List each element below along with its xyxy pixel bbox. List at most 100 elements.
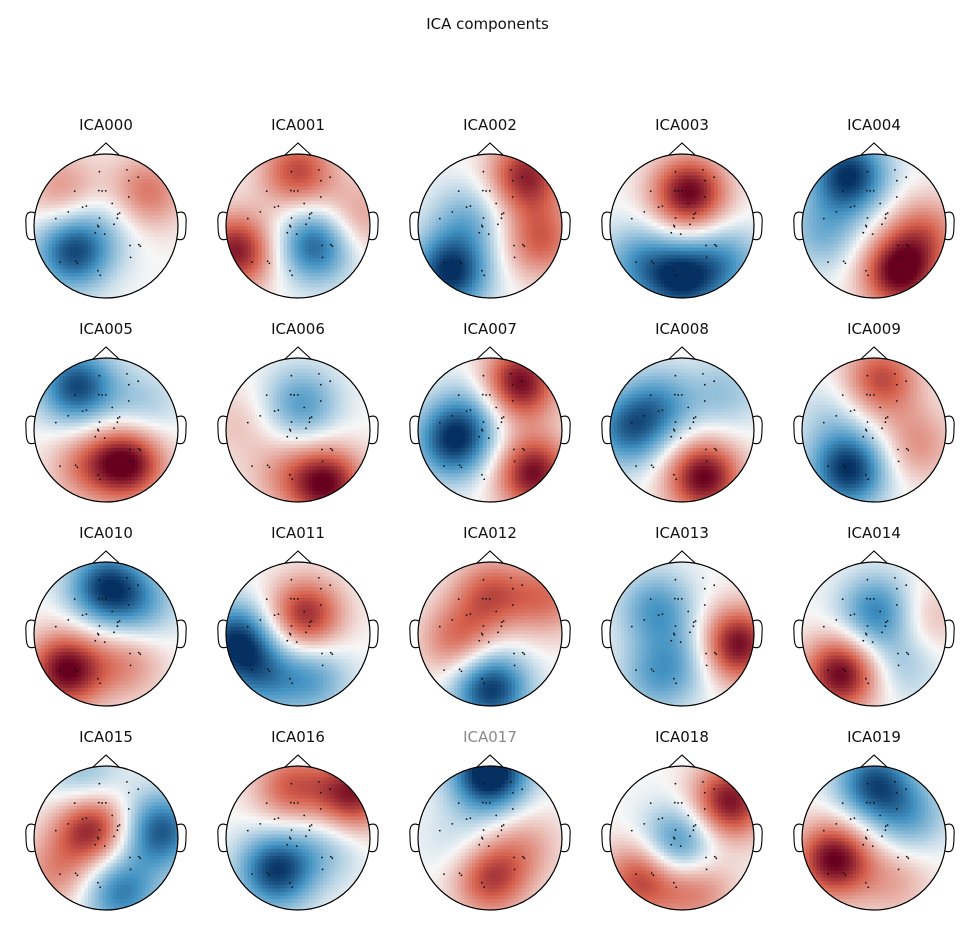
activation-field xyxy=(802,358,946,502)
component-title: ICA007 xyxy=(394,320,586,338)
topomap-ica019[interactable]: ICA019 xyxy=(778,728,970,932)
right-ear xyxy=(176,415,187,445)
sensor-dots xyxy=(822,781,910,889)
head-outline xyxy=(801,561,947,707)
scalp-map xyxy=(217,550,379,707)
sensor-dots xyxy=(438,373,526,481)
right-ear xyxy=(752,619,763,649)
component-title: ICA018 xyxy=(586,728,778,746)
topomap-ica003[interactable]: ICA003 xyxy=(586,116,778,320)
topomap-ica018[interactable]: ICA018 xyxy=(586,728,778,932)
topomap-ica009[interactable]: ICA009 xyxy=(778,320,970,524)
head-outline xyxy=(417,153,563,299)
component-title: ICA010 xyxy=(10,524,202,542)
nose xyxy=(92,754,120,768)
right-ear xyxy=(752,211,763,241)
component-title: ICA003 xyxy=(586,116,778,134)
nose xyxy=(92,346,120,360)
nose xyxy=(668,142,696,156)
sensor-dots xyxy=(630,169,718,277)
head-outline xyxy=(33,561,179,707)
left-ear xyxy=(409,619,420,649)
scalp-map xyxy=(793,346,955,503)
topomap-ica008[interactable]: ICA008 xyxy=(586,320,778,524)
topomap-ica015[interactable]: ICA015 xyxy=(10,728,202,932)
component-title: ICA005 xyxy=(10,320,202,338)
topomap-ica002[interactable]: ICA002 xyxy=(394,116,586,320)
component-title: ICA019 xyxy=(778,728,970,746)
head-outline xyxy=(33,357,179,503)
head-outline xyxy=(417,561,563,707)
sensor-dots xyxy=(822,373,910,481)
sensor-dots xyxy=(54,169,142,277)
topomap-ica011[interactable]: ICA011 xyxy=(202,524,394,728)
sensor-dots xyxy=(438,169,526,277)
head-outline xyxy=(33,765,179,911)
nose xyxy=(92,550,120,564)
topomap-ica001[interactable]: ICA001 xyxy=(202,116,394,320)
scalp-map xyxy=(217,142,379,299)
nose xyxy=(476,346,504,360)
sensor-dots xyxy=(438,577,526,685)
left-ear xyxy=(217,211,228,241)
head-outline xyxy=(801,357,947,503)
left-ear xyxy=(217,823,228,853)
topomap-ica004[interactable]: ICA004 xyxy=(778,116,970,320)
scalp-map xyxy=(409,346,571,503)
sensor-dots xyxy=(246,373,334,481)
topomap-ica017[interactable]: ICA017 xyxy=(394,728,586,932)
topomap-ica016[interactable]: ICA016 xyxy=(202,728,394,932)
right-ear xyxy=(944,415,955,445)
sensor-dots xyxy=(630,373,718,481)
right-ear xyxy=(368,619,379,649)
right-ear xyxy=(944,823,955,853)
topomap-ica013[interactable]: ICA013 xyxy=(586,524,778,728)
scalp-map xyxy=(601,346,763,503)
sensor-dots xyxy=(246,169,334,277)
topomap-ica012[interactable]: ICA012 xyxy=(394,524,586,728)
sensor-dots xyxy=(246,781,334,889)
scalp-map xyxy=(217,346,379,503)
right-ear xyxy=(560,823,571,853)
activation-field xyxy=(34,766,178,910)
activation-field xyxy=(418,562,562,706)
right-ear xyxy=(176,823,187,853)
left-ear xyxy=(25,211,36,241)
nose xyxy=(476,754,504,768)
scalp-map xyxy=(25,550,187,707)
topomap-ica007[interactable]: ICA007 xyxy=(394,320,586,524)
sensor-dots xyxy=(822,169,910,277)
left-ear xyxy=(601,211,612,241)
right-ear xyxy=(560,619,571,649)
sensor-dots xyxy=(54,577,142,685)
topomap-ica010[interactable]: ICA010 xyxy=(10,524,202,728)
head-outline xyxy=(225,357,371,503)
head-outline xyxy=(417,357,563,503)
left-ear xyxy=(793,619,804,649)
scalp-map xyxy=(793,550,955,707)
component-title: ICA011 xyxy=(202,524,394,542)
left-ear xyxy=(601,823,612,853)
left-ear xyxy=(409,415,420,445)
right-ear xyxy=(368,823,379,853)
topomap-ica006[interactable]: ICA006 xyxy=(202,320,394,524)
right-ear xyxy=(752,823,763,853)
head-outline xyxy=(33,153,179,299)
topomap-ica000[interactable]: ICA000 xyxy=(10,116,202,320)
nose xyxy=(860,346,888,360)
scalp-map xyxy=(25,346,187,503)
left-ear xyxy=(793,211,804,241)
component-title: ICA000 xyxy=(10,116,202,134)
scalp-map xyxy=(409,754,571,911)
head-outline xyxy=(609,561,755,707)
topomap-ica014[interactable]: ICA014 xyxy=(778,524,970,728)
nose xyxy=(668,346,696,360)
head-outline xyxy=(609,765,755,911)
nose xyxy=(284,142,312,156)
scalp-map xyxy=(409,550,571,707)
right-ear xyxy=(944,211,955,241)
left-ear xyxy=(793,823,804,853)
right-ear xyxy=(176,619,187,649)
topomap-ica005[interactable]: ICA005 xyxy=(10,320,202,524)
